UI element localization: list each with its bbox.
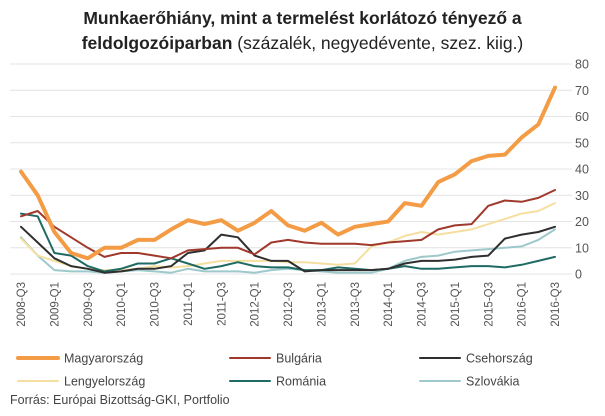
series-line-románia <box>20 212 556 273</box>
x-tick-label-2008-Q3: 2008-Q3 <box>16 282 28 327</box>
y-tick-label-10: 10 <box>575 241 589 255</box>
series-line-magyarország <box>19 85 557 261</box>
x-tick-label-2014-Q1: 2014-Q1 <box>383 282 395 327</box>
x-tick-label-2015-Q1: 2015-Q1 <box>450 282 462 327</box>
x-tick-label-2016-Q1: 2016-Q1 <box>517 282 529 327</box>
x-tick-label-2013-Q1: 2013-Q1 <box>316 282 328 327</box>
x-tick-label-2016-Q3: 2016-Q3 <box>550 282 562 327</box>
y-tick-label-70: 70 <box>575 84 589 98</box>
series-line-bulgária <box>20 189 556 260</box>
plot-lines <box>19 85 557 274</box>
y-tick-label-50: 50 <box>575 136 589 150</box>
legend-label-csehország: Csehország <box>466 352 533 366</box>
chart-title-line2: feldolgozóiparban (százalék, negyedévent… <box>0 31 605 56</box>
x-tick-label-2013-Q3: 2013-Q3 <box>350 282 362 327</box>
y-tick-label-40: 40 <box>575 163 589 177</box>
legend-label-szlovákia: Szlovákia <box>466 375 520 389</box>
x-tick-label-2011-Q1: 2011-Q1 <box>183 282 195 326</box>
x-axis: 2008-Q3 2009-Q1 2009-Q3 2010-Q1 2010-Q3 2011-… <box>16 282 562 327</box>
grid <box>10 63 572 275</box>
x-tick-label-2011-Q3: 2011-Q3 <box>216 282 228 326</box>
chart-title: Munkaerőhiány, mint a termelést korlátoz… <box>0 6 605 56</box>
x-tick-label-2010-Q3: 2010-Q3 <box>150 282 162 327</box>
x-tick-label-2015-Q3: 2015-Q3 <box>483 282 495 327</box>
chart-title-rest: (százalék, negyedévente, szez. kiig.) <box>232 33 524 53</box>
x-tick-label-2012-Q3: 2012-Q3 <box>283 282 295 327</box>
chart-title-line1: Munkaerőhiány, mint a termelést korlátoz… <box>83 8 522 28</box>
y-tick-label-30: 30 <box>575 189 589 203</box>
y-axis: 0 10 20 30 40 50 60 70 80 <box>575 58 589 282</box>
legend-label-románia: Románia <box>276 375 326 389</box>
x-tick-label-2012-Q1: 2012-Q1 <box>250 282 262 327</box>
x-tick-label-2009-Q1: 2009-Q1 <box>49 282 61 327</box>
legend-label-lengyelország: Lengyelország <box>64 375 145 389</box>
y-tick-label-0: 0 <box>575 268 582 282</box>
x-tick-label-2009-Q3: 2009-Q3 <box>83 282 95 327</box>
chart-title-bold: feldolgozóiparban <box>81 33 233 53</box>
y-tick-label-20: 20 <box>575 215 589 229</box>
y-tick-label-60: 60 <box>575 110 589 124</box>
legend-label-magyarország: Magyarország <box>64 352 143 366</box>
legend: Magyarország Bulgária Csehország Lengyelors… <box>16 352 533 389</box>
series-line-csehország <box>20 225 556 274</box>
x-tick-label-2010-Q1: 2010-Q1 <box>116 282 128 327</box>
legend-label-bulgária: Bulgária <box>276 352 322 366</box>
source-note: Forrás: Európai Bizottság-GKI, Portfolio <box>10 393 230 407</box>
y-tick-label-80: 80 <box>575 58 589 72</box>
x-tick-label-2014-Q3: 2014-Q3 <box>417 282 429 327</box>
